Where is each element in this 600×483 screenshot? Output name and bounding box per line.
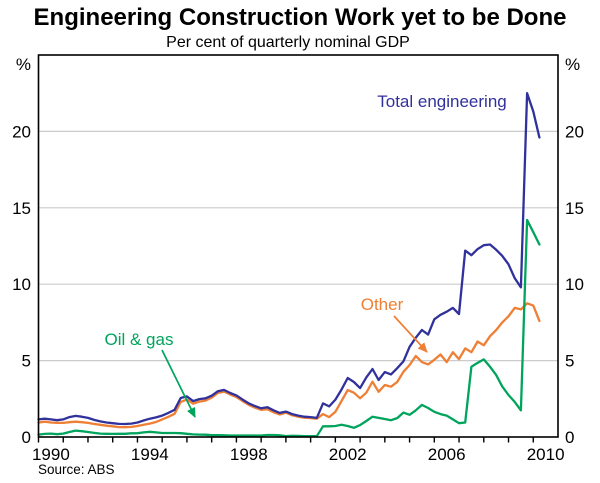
series-line-total-engineering bbox=[37, 92, 541, 426]
x-label-1990: 1990 bbox=[32, 445, 70, 464]
y-axis-unit-left: % bbox=[16, 55, 31, 74]
y-label-right-20: 20 bbox=[565, 122, 584, 141]
x-label-2002: 2002 bbox=[329, 445, 367, 464]
chart-title: Engineering Construction Work yet to be … bbox=[34, 4, 567, 31]
series-label-total-engineering: Total engineering bbox=[377, 92, 506, 111]
x-axis-labels: 1990 1994 1998 2002 2006 2010 bbox=[32, 445, 565, 464]
x-axis-ticks bbox=[37, 437, 534, 443]
x-label-2006: 2006 bbox=[428, 445, 466, 464]
y-label-left-10: 10 bbox=[12, 275, 31, 294]
series-label-other: Other bbox=[361, 295, 404, 314]
y-label-right-0: 0 bbox=[565, 428, 574, 447]
plot-frame bbox=[37, 54, 559, 438]
x-label-2010: 2010 bbox=[527, 445, 565, 464]
oil-gas-annotation-arrow bbox=[161, 349, 196, 418]
series-label-oil-gas: Oil & gas bbox=[105, 330, 174, 349]
gridlines bbox=[38, 130, 558, 362]
x-label-1994: 1994 bbox=[131, 445, 169, 464]
y-label-right-5: 5 bbox=[565, 352, 574, 371]
y-label-right-15: 15 bbox=[565, 199, 584, 218]
y-axis-labels-left: 0 5 10 15 20 bbox=[12, 122, 31, 447]
series-lines bbox=[37, 92, 541, 438]
y-label-left-20: 20 bbox=[12, 122, 31, 141]
x-label-1998: 1998 bbox=[230, 445, 268, 464]
y-axis-labels-right: 0 5 10 15 20 bbox=[565, 122, 584, 447]
y-label-left-0: 0 bbox=[22, 428, 31, 447]
source-note: Source: ABS bbox=[38, 462, 115, 477]
y-label-left-5: 5 bbox=[22, 352, 31, 371]
series-line-oil-gas bbox=[37, 218, 541, 438]
y-label-left-15: 15 bbox=[12, 199, 31, 218]
other-annotation-arrow bbox=[393, 315, 428, 353]
series-line-other bbox=[37, 302, 541, 429]
y-axis-unit-right: % bbox=[565, 55, 580, 74]
y-label-right-10: 10 bbox=[565, 275, 584, 294]
chart-subtitle: Per cent of quarterly nominal GDP bbox=[166, 34, 410, 51]
